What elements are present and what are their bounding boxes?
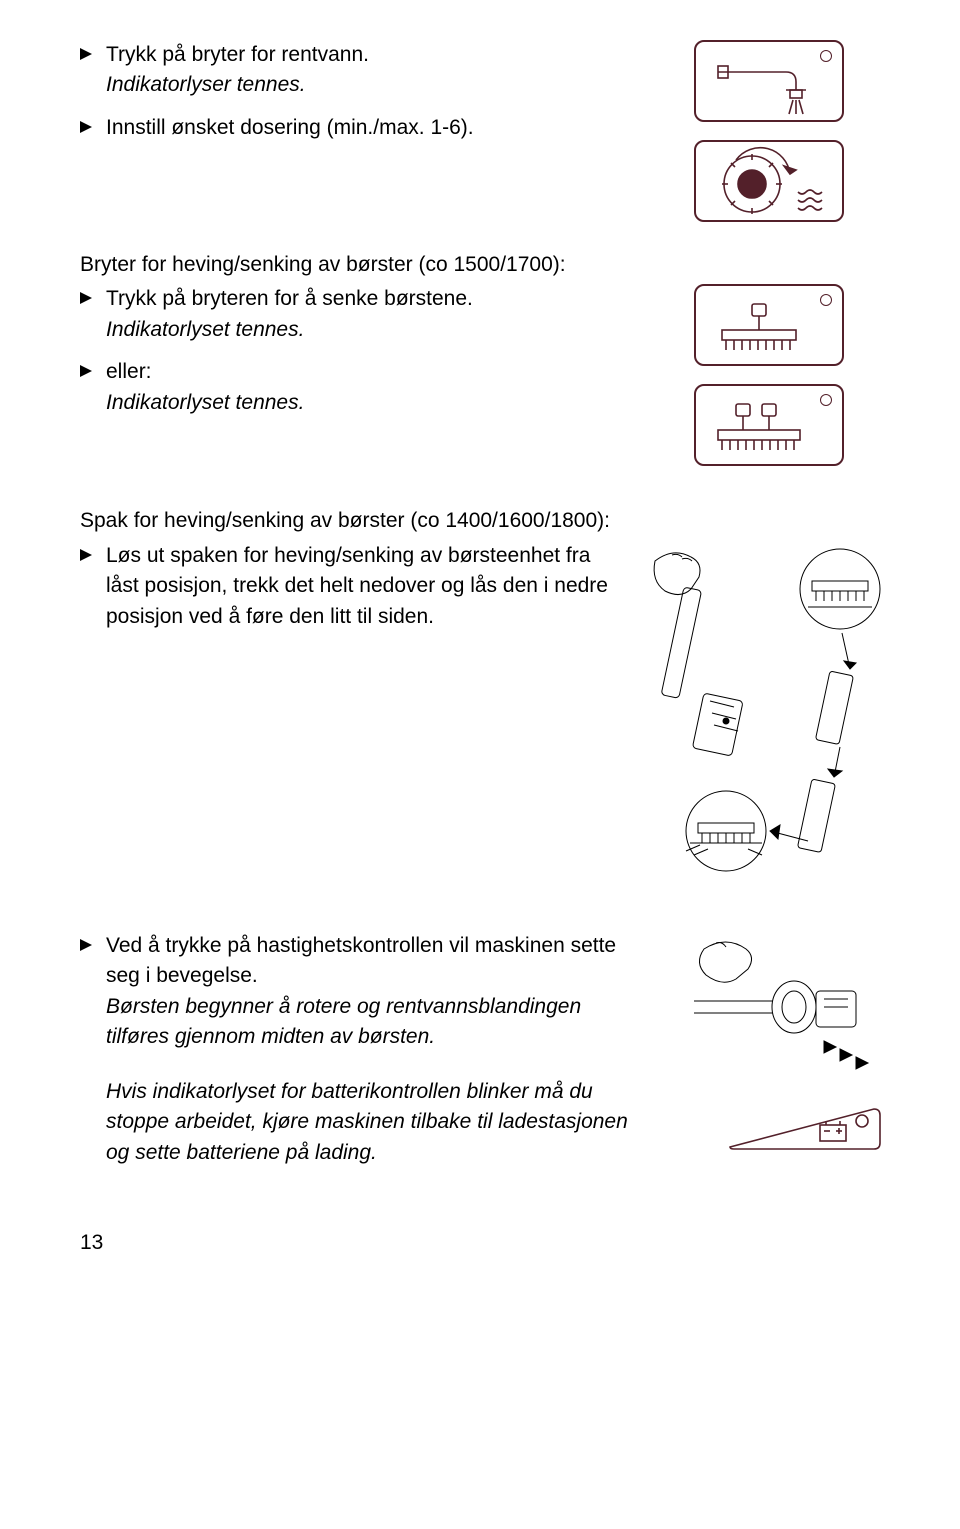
s4-b1-text: Ved å trykke på hastighetskontrollen vil… xyxy=(106,931,640,992)
faucet-icon xyxy=(696,42,846,124)
rotary-dial-icon xyxy=(696,142,846,224)
s3-bullet1: Løs ut spaken for heving/senking av børs… xyxy=(80,541,616,632)
s1-b1-note: Indikatorlyser tennes. xyxy=(106,70,369,100)
section1-icons xyxy=(664,40,844,222)
s2-bullet2: eller: Indikatorlyset tennes. xyxy=(80,357,640,418)
s2-b1-content: Trykk på bryteren for å senke børstene. … xyxy=(106,284,473,345)
brush-double-panel-icon xyxy=(694,384,844,466)
s4-bullet1: Ved å trykke på hastighetskontrollen vil… xyxy=(80,931,640,1053)
s1-bullet2: Innstill ønsket dosering (min./max. 1-6)… xyxy=(80,113,640,143)
section4-icons xyxy=(664,931,884,1159)
section4-row: Ved å trykke på hastighetskontrollen vil… xyxy=(80,931,900,1168)
s1-bullet1: Trykk på bryter for rentvann. Indikatorl… xyxy=(80,40,640,101)
s3-b1-text: Løs ut spaken for heving/senking av børs… xyxy=(106,541,616,632)
section1-row: Trykk på bryter for rentvann. Indikatorl… xyxy=(80,40,900,222)
triangle-bullet-icon xyxy=(80,121,92,133)
triangle-bullet-icon xyxy=(80,365,92,377)
section3-row: Løs ut spaken for heving/senking av børs… xyxy=(80,541,900,881)
faucet-panel-icon xyxy=(694,40,844,122)
brush-single-icon xyxy=(696,286,846,368)
s1-b1-content: Trykk på bryter for rentvann. Indikatorl… xyxy=(106,40,369,101)
triangle-bullet-icon xyxy=(80,549,92,561)
s2-b2-note: Indikatorlyset tennes. xyxy=(106,388,304,418)
brush-double-icon xyxy=(696,386,846,468)
s4-b1-content: Ved å trykke på hastighetskontrollen vil… xyxy=(106,931,640,1053)
section2-icons xyxy=(664,284,844,466)
dial-panel-icon xyxy=(694,140,844,222)
s1-b1-text: Trykk på bryter for rentvann. xyxy=(106,40,369,70)
triangle-bullet-icon xyxy=(80,48,92,60)
page-number: 13 xyxy=(80,1228,900,1258)
section4-text: Ved å trykke på hastighetskontrollen vil… xyxy=(80,931,640,1168)
triangle-bullet-icon xyxy=(80,292,92,304)
s2-b2-text: eller: xyxy=(106,357,304,387)
s2-b1-note: Indikatorlyset tennes. xyxy=(106,315,473,345)
section3-text: Løs ut spaken for heving/senking av børs… xyxy=(80,541,616,634)
s4-paragraph: Hvis indikatorlyset for batterikontrolle… xyxy=(106,1077,640,1168)
s2-b1-text: Trykk på bryteren for å senke børstene. xyxy=(106,284,473,314)
s4-b1-note: Børsten begynner å rotere og rentvannsbl… xyxy=(106,992,640,1053)
brush-single-panel-icon xyxy=(694,284,844,366)
section2-text: Trykk på bryteren for å senke børstene. … xyxy=(80,284,640,420)
battery-panel-icon xyxy=(724,1099,884,1159)
section3-icons xyxy=(640,541,900,881)
s2-bullet1: Trykk på bryteren for å senke børstene. … xyxy=(80,284,640,345)
s2-heading: Bryter for heving/senking av børster (co… xyxy=(80,250,900,280)
section2-row: Trykk på bryteren for å senke børstene. … xyxy=(80,284,900,466)
s1-b2-text: Innstill ønsket dosering (min./max. 1-6)… xyxy=(106,113,474,143)
s2-b2-content: eller: Indikatorlyset tennes. xyxy=(106,357,304,418)
s3-heading: Spak for heving/senking av børster (co 1… xyxy=(80,506,900,536)
triangle-bullet-icon xyxy=(80,939,92,951)
lever-diagram-icon xyxy=(640,541,900,881)
section1-text: Trykk på bryter for rentvann. Indikatorl… xyxy=(80,40,640,145)
throttle-diagram-icon xyxy=(674,931,884,1081)
